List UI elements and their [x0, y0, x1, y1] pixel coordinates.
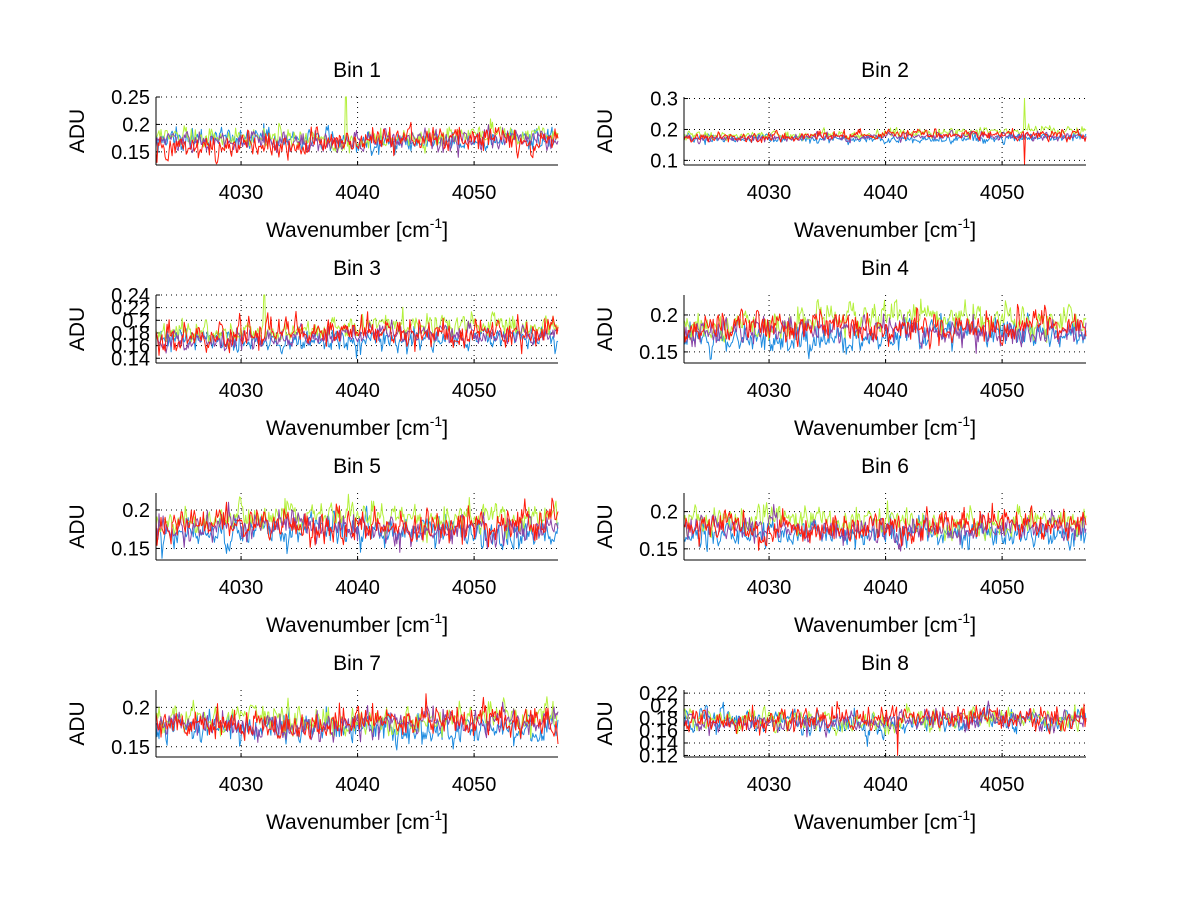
y-axis-label: ADU: [594, 109, 617, 153]
x-tick-label: 4030: [219, 380, 264, 402]
series-4-line: [155, 693, 559, 745]
x-axis-label: Wavenumber [cm-1]: [794, 807, 976, 834]
y-tick-label: 0.2: [122, 697, 150, 719]
subplot-8: Bin 8 0.120.140.160.180.20.22 4030 4040 4050…: [594, 652, 1087, 834]
subplot-3: Bin 3 0.140.160.180.20.220.24 4030 4040 4050…: [66, 257, 559, 440]
y-tick-label: 0.15: [111, 737, 150, 759]
y-tick-label: 0.22: [111, 298, 150, 320]
y-tick-label: 0.2: [122, 500, 150, 522]
x-tick-label: 4040: [335, 182, 380, 204]
series-3-line: [155, 319, 559, 354]
x-tick-label: 4030: [747, 380, 792, 402]
x-tick-label: 4030: [219, 577, 264, 599]
x-tick-label: 4040: [335, 774, 380, 796]
subplot-title: Bin 2: [861, 59, 909, 82]
x-tick-label: 4030: [219, 182, 264, 204]
y-tick-label: 0.25: [111, 87, 150, 109]
y-tick-label: 0.15: [111, 538, 150, 560]
x-axis-label: Wavenumber [cm-1]: [266, 215, 448, 242]
y-tick-label: 0.24: [111, 285, 150, 307]
series-2-line: [683, 500, 1087, 542]
x-tick-label: 4030: [219, 774, 264, 796]
x-tick-label: 4040: [863, 577, 908, 599]
y-axis-label: ADU: [66, 109, 89, 153]
subplot-7: Bin 7 0.15 0.2 4030 4040 4050 ADU Wavenumber [c…: [66, 652, 559, 834]
x-tick-label: 4040: [335, 380, 380, 402]
x-tick-label: 4040: [863, 182, 908, 204]
x-tick-label: 4050: [452, 182, 497, 204]
subplot-5: Bin 5 0.15 0.2 4030 4040 4050 ADU Wavenumber [c…: [66, 455, 559, 637]
series-4-line: [155, 310, 559, 356]
y-axis-label: ADU: [594, 701, 617, 745]
series-4-line: [683, 701, 1087, 756]
y-tick-label: 0.15: [639, 342, 678, 364]
x-axis-label: Wavenumber [cm-1]: [794, 413, 976, 440]
y-tick-label: 0.18: [639, 708, 678, 730]
x-tick-label: 4050: [452, 774, 497, 796]
x-tick-label: 4050: [980, 774, 1025, 796]
y-axis-label: ADU: [594, 307, 617, 351]
series-2-line: [155, 96, 559, 154]
y-tick-label: 0.14: [111, 348, 150, 370]
subplot-title: Bin 1: [333, 59, 381, 82]
series-4-line: [155, 121, 559, 165]
series-2-line: [155, 696, 559, 739]
y-tick-label: 0.2: [650, 119, 678, 141]
x-axis-label: Wavenumber [cm-1]: [794, 215, 976, 242]
series-4-line: [155, 497, 559, 548]
x-tick-label: 4050: [980, 182, 1025, 204]
subplot-title: Bin 6: [861, 455, 909, 478]
x-tick-label: 4050: [980, 380, 1025, 402]
y-tick-label: 0.2: [122, 310, 150, 332]
y-axis-label: ADU: [66, 701, 89, 745]
y-tick-label: 0.16: [639, 721, 678, 743]
x-tick-label: 4030: [747, 182, 792, 204]
subplot-title: Bin 5: [333, 455, 381, 478]
y-tick-label: 0.3: [650, 89, 678, 111]
y-tick-label: 0.18: [111, 323, 150, 345]
y-tick-label: 0.16: [111, 336, 150, 358]
y-tick-label: 0.2: [650, 696, 678, 718]
subplot-title: Bin 4: [861, 257, 909, 280]
x-axis-label: Wavenumber [cm-1]: [266, 413, 448, 440]
y-axis-label: ADU: [66, 504, 89, 548]
x-tick-label: 4030: [747, 577, 792, 599]
x-axis-label: Wavenumber [cm-1]: [266, 807, 448, 834]
x-tick-label: 4050: [980, 577, 1025, 599]
series-1-line: [155, 325, 559, 359]
subplot-title: Bin 8: [861, 652, 909, 675]
x-tick-label: 4040: [863, 774, 908, 796]
y-tick-label: 0.2: [650, 502, 678, 524]
x-tick-label: 4050: [452, 380, 497, 402]
subplot-6: Bin 6 0.15 0.2 4030 4040 4050 ADU Wavenumber [c…: [594, 455, 1087, 637]
y-tick-label: 0.14: [639, 733, 678, 755]
subplot-title: Bin 7: [333, 652, 381, 675]
subplot-4: Bin 4 0.15 0.2 4030 4040 4050 ADU Wavenumber [c…: [594, 257, 1087, 440]
series-4-line: [683, 502, 1087, 551]
y-tick-label: 0.22: [639, 683, 678, 705]
subplot-1: Bin 1 0.15 0.2 0.25 4030 4040 4050 ADU Wavenumbe…: [66, 59, 559, 242]
x-tick-label: 4030: [747, 774, 792, 796]
y-tick-label: 0.15: [639, 539, 678, 561]
y-axis-label: ADU: [66, 307, 89, 351]
x-axis-label: Wavenumber [cm-1]: [794, 610, 976, 637]
y-axis-label: ADU: [594, 504, 617, 548]
y-tick-label: 0.15: [111, 142, 150, 164]
y-tick-label: 0.12: [639, 745, 678, 767]
subplot-2: Bin 2 0.1 0.2 0.3 4030 4040 4050 ADU Wavenumber …: [594, 59, 1087, 242]
x-tick-label: 4040: [335, 577, 380, 599]
x-tick-label: 4050: [452, 577, 497, 599]
x-axis-label: Wavenumber [cm-1]: [266, 610, 448, 637]
series-4-line: [683, 303, 1087, 350]
y-tick-label: 0.2: [650, 305, 678, 327]
series-4-line: [683, 128, 1087, 165]
subplot-title: Bin 3: [333, 257, 381, 280]
y-tick-label: 0.2: [122, 114, 150, 136]
series-1-line: [155, 706, 559, 751]
x-tick-label: 4040: [863, 380, 908, 402]
y-tick-label: 0.1: [650, 150, 678, 172]
